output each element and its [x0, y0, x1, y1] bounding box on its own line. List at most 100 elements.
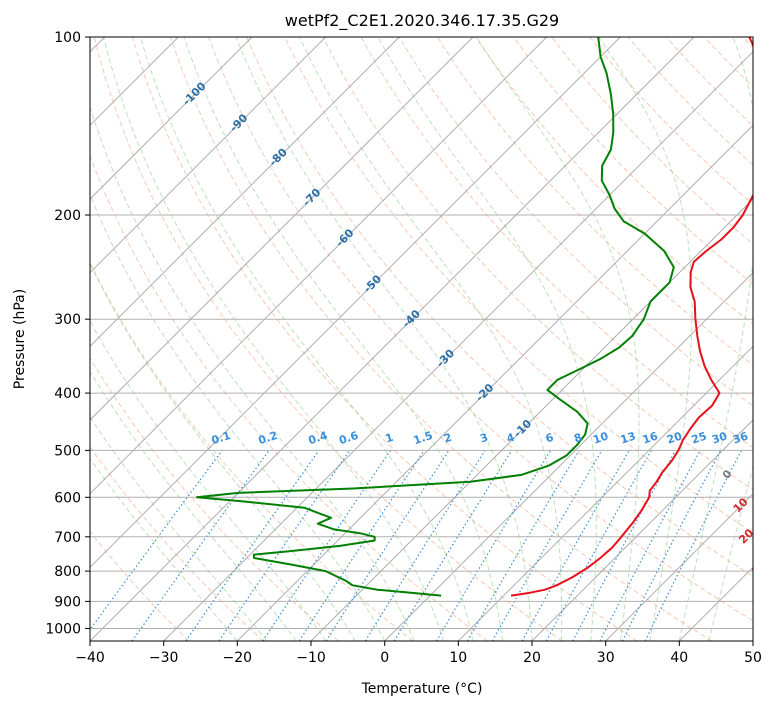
x-tick-label: 40 — [670, 650, 688, 666]
x-axis: −40 −30 −20 −10 0 10 20 30 40 50 — [75, 641, 762, 666]
moist-adiabat — [235, 37, 533, 641]
height-label: 30 — [749, 557, 769, 577]
x-tick-label: −20 — [223, 650, 253, 666]
height-label: 40 — [766, 585, 775, 605]
x-axis-label: Temperature (°C) — [361, 681, 483, 697]
dry-adiabat — [90, 357, 339, 641]
isotherm — [163, 50, 753, 641]
dry-adiabat — [589, 37, 753, 205]
mixing-ratio-label: 20 — [665, 429, 684, 446]
mixing-ratio-line — [545, 450, 652, 641]
moist-adiabat — [90, 457, 238, 641]
y-tick-label: 400 — [54, 386, 81, 402]
x-tick-label: 30 — [597, 650, 615, 666]
mixing-ratio-line — [298, 450, 425, 641]
mixing-ratio-label: 3 — [478, 431, 489, 446]
mixing-ratio-label: 2 — [442, 431, 453, 446]
mixing-ratio-label: 1.5 — [412, 429, 435, 447]
y-tick-label: 200 — [54, 208, 81, 224]
mixing-ratio-label: 13 — [619, 430, 638, 447]
y-tick-label: 600 — [54, 490, 81, 506]
y-axis-label: Pressure (hPa) — [12, 289, 28, 389]
dewpoint-profile — [195, 37, 675, 597]
y-tick-label: 500 — [54, 443, 81, 459]
mixing-ratio-line — [90, 450, 223, 631]
moist-adiabat — [90, 320, 327, 641]
x-tick-label: 20 — [523, 650, 541, 666]
plot-background — [90, 37, 753, 641]
isotherm — [90, 37, 474, 421]
x-tick-label: −30 — [149, 650, 179, 666]
mixing-ratio-line — [185, 450, 320, 641]
profiles — [195, 37, 753, 597]
mixing-ratio-label: 8 — [572, 431, 583, 446]
isotherm — [236, 124, 753, 641]
y-tick-label: 700 — [54, 530, 81, 546]
isotherm — [90, 37, 695, 641]
mixing-ratio-line — [218, 450, 351, 641]
mixing-ratio-line — [262, 450, 391, 641]
mixing-ratio-label: 10 — [591, 429, 610, 446]
moist-adiabat — [90, 262, 356, 641]
mixing-ratio-label: 0.1 — [210, 429, 233, 447]
mixing-ratio-label: 16 — [641, 429, 660, 446]
dry-adiabat — [131, 37, 638, 641]
mixing-ratio-line — [325, 450, 450, 641]
moist-adiabat — [183, 37, 503, 641]
isotherm — [90, 37, 253, 200]
y-tick-label: 1000 — [45, 622, 81, 638]
dry-adiabat — [436, 37, 753, 366]
isotherm — [457, 345, 753, 641]
moist-adiabat — [90, 370, 297, 641]
dry-adiabat — [246, 37, 753, 578]
plot-frame — [89, 36, 754, 642]
isotherm — [310, 198, 753, 641]
dry-adiabat — [398, 37, 753, 407]
dry-adiabat — [322, 37, 753, 491]
temperature-profile — [510, 37, 753, 597]
moist-adiabat — [103, 37, 445, 641]
isotherm — [90, 37, 548, 495]
moist-adiabat — [377, 37, 597, 641]
isotherm — [90, 37, 400, 348]
isotherm — [752, 640, 753, 641]
x-tick-label: −10 — [296, 650, 326, 666]
pressure-gridlines — [90, 37, 753, 629]
moist-adiabat — [140, 37, 474, 641]
dry-adiabat — [284, 37, 753, 534]
moist-adiabat — [90, 105, 415, 641]
dry-adiabat — [93, 37, 563, 641]
dry-adiabat — [170, 37, 712, 641]
x-tick-label: 10 — [449, 650, 467, 666]
moist-adiabat — [678, 37, 753, 641]
mixing-ratio-line — [393, 450, 513, 641]
isotherm — [605, 492, 753, 641]
mixing-ratio-label: 30 — [710, 429, 729, 446]
mixing-ratio-label: 36 — [731, 429, 750, 446]
dry-adiabat — [475, 37, 753, 325]
mixing-ratio-label: 4 — [505, 431, 517, 446]
moist-adiabat — [90, 415, 268, 641]
dry-adiabat — [627, 37, 753, 166]
y-tick-label: 300 — [54, 312, 81, 328]
y-tick-label: 900 — [54, 594, 81, 610]
mixing-ratio-label: 0.2 — [257, 429, 280, 447]
dry-adiabat — [551, 37, 753, 245]
mixing-ratio-line — [572, 450, 677, 641]
y-axis: 1000 900 800 700 600 500 400 300 200 100 — [45, 30, 90, 638]
mixing-ratio-label: 1 — [384, 431, 395, 446]
mixing-ratio-line — [521, 450, 630, 641]
mixing-ratio-label: 25 — [690, 430, 709, 447]
x-tick-label: 0 — [380, 650, 389, 666]
mixing-ratio-label: 6 — [544, 431, 556, 446]
mixing-ratio-label: 0.6 — [337, 429, 360, 447]
dry-adiabat — [90, 530, 190, 641]
x-tick-label: −40 — [75, 650, 105, 666]
dry-adiabat — [208, 37, 753, 622]
chart-title: wetPf2_C2E1.2020.346.17.35.G29 — [285, 11, 559, 31]
x-tick-label: 50 — [744, 650, 762, 666]
background-lines — [90, 37, 753, 641]
moist-adiabat — [598, 37, 693, 641]
dry-adiabat — [90, 261, 414, 641]
